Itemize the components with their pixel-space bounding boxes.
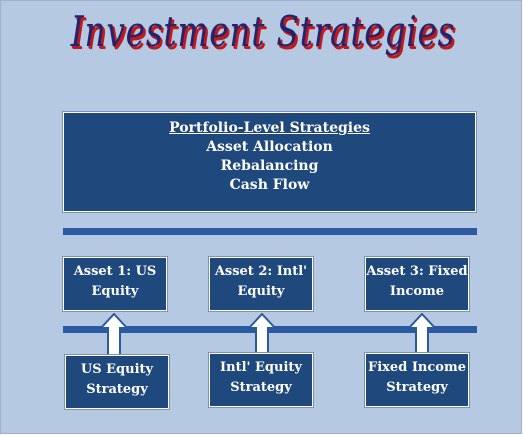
asset-3-label-line1: Asset 3: Fixed: [366, 264, 468, 279]
portfolio-item-cash-flow: Cash Flow: [229, 177, 310, 193]
strategy-intl-equity-box: Intl' Equity Strategy: [209, 353, 313, 407]
strategy-fixed-income-box: Fixed Income Strategy: [365, 353, 469, 407]
strategy-2-label-line1: Intl' Equity: [220, 360, 302, 375]
portfolio-strategies-box: Portfolio-Level Strategies Asset Allocat…: [63, 112, 476, 212]
strategy-1-label-line1: US Equity: [80, 362, 154, 377]
strategy-us-equity-box: US Equity Strategy: [65, 355, 169, 409]
divider-bar-middle: [63, 326, 477, 333]
page-title: Investment Strategies: [70, 7, 456, 56]
asset-1-label-line1: Asset 1: US: [73, 264, 157, 279]
up-arrow-icon: [99, 313, 129, 357]
asset-3-box: Asset 3: Fixed Income: [365, 257, 469, 311]
divider-bar-top: [63, 228, 477, 235]
up-arrow-icon: [407, 313, 437, 357]
strategy-3-label-line1: Fixed Income: [368, 360, 466, 375]
asset-2-label-line1: Asset 2: Intl': [214, 264, 308, 279]
strategy-3-label-line2: Strategy: [386, 380, 448, 395]
asset-2-label-line2: Equity: [237, 284, 285, 299]
asset-2-box: Asset 2: Intl' Equity: [209, 257, 313, 311]
strategy-1-label-line2: Strategy: [86, 382, 148, 397]
portfolio-heading: Portfolio-Level Strategies: [169, 120, 370, 136]
up-arrow-icon: [247, 313, 277, 357]
asset-1-label-line2: Equity: [91, 284, 139, 299]
portfolio-item-asset-allocation: Asset Allocation: [206, 139, 333, 155]
portfolio-item-rebalancing: Rebalancing: [220, 158, 319, 174]
strategy-2-label-line2: Strategy: [230, 380, 292, 395]
asset-3-label-line2: Income: [389, 284, 445, 299]
asset-1-box: Asset 1: US Equity: [63, 257, 167, 311]
